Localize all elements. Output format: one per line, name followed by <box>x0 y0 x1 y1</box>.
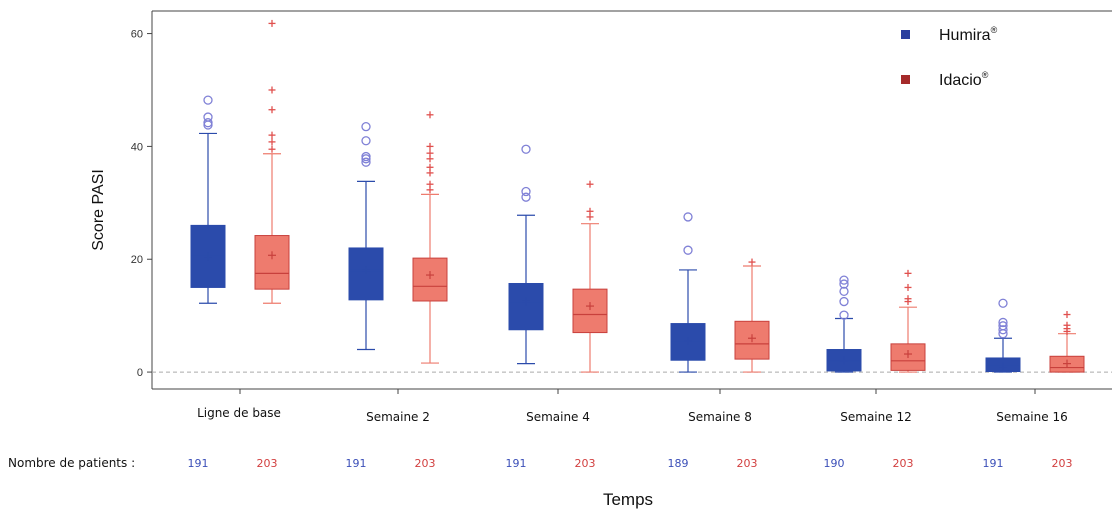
outlier-point <box>839 279 849 289</box>
outlier-point <box>203 112 213 122</box>
outlier-point <box>998 317 1008 328</box>
category-labels: Ligne de base Semaine 2 Semaine 4 Semaine 8… <box>197 406 1068 424</box>
box-idacio-4 <box>734 258 770 373</box>
outlier-point <box>839 275 849 285</box>
plot-area: 0 20 40 60 <box>131 10 1112 394</box>
outlier-point <box>361 151 371 162</box>
patient-count-idacio: 203 <box>415 457 436 470</box>
y-tick-label: 60 <box>131 29 143 41</box>
outlier-point <box>998 321 1008 331</box>
outlier-point <box>839 286 849 297</box>
outlier-point <box>998 325 1008 335</box>
box-humira-3 <box>508 144 544 365</box>
x-axis-label: Temps <box>603 490 653 509</box>
box-idacio-6 <box>1049 311 1085 373</box>
category-label: Semaine 12 <box>840 410 911 424</box>
outlier-point <box>203 118 213 128</box>
patient-count-idacio: 203 <box>257 457 278 470</box>
box-iqr <box>890 343 926 371</box>
box-idacio-5 <box>890 269 926 373</box>
box-idacio-1 <box>254 19 290 304</box>
box-idacio-2 <box>412 111 448 364</box>
outlier-point <box>521 192 531 202</box>
box-iqr <box>508 282 544 331</box>
category-label: Semaine 4 <box>526 410 590 424</box>
box-humira-4 <box>670 212 706 373</box>
outlier-point <box>998 298 1008 308</box>
y-tick-label: 0 <box>137 367 143 379</box>
x-ticks <box>239 389 1036 394</box>
box-humira-5 <box>826 275 862 373</box>
outlier-point <box>683 245 693 255</box>
patients-row-label: Nombre de patients : <box>8 456 135 470</box>
patient-counts: 191 191 191 189 190 191 203 203 203 203 203 203 <box>188 457 1073 470</box>
y-tick-label: 40 <box>131 141 143 153</box>
outlier-point <box>361 122 371 132</box>
patient-count-idacio: 203 <box>1052 457 1073 470</box>
box-iqr <box>412 257 448 302</box>
legend-swatch-humira <box>901 30 910 39</box>
patient-count-humira: 191 <box>346 457 367 470</box>
box-humira-6 <box>985 298 1021 373</box>
box-iqr <box>254 235 290 290</box>
box-iqr <box>572 288 608 334</box>
legend-label-idacio: Idacio® <box>939 70 989 89</box>
patient-count-humira: 190 <box>824 457 845 470</box>
legend-swatch-idacio <box>901 75 910 84</box>
box-series <box>190 19 1085 373</box>
outlier-point <box>521 144 531 154</box>
box-humira-1 <box>190 95 226 304</box>
patient-count-humira: 191 <box>188 457 209 470</box>
y-ticks: 0 20 40 60 <box>131 29 152 379</box>
legend: Humira® Idacio® <box>901 25 998 89</box>
outlier-point <box>521 186 531 197</box>
patient-count-idacio: 203 <box>893 457 914 470</box>
outlier-point <box>361 157 371 167</box>
box-humira-2 <box>348 122 384 351</box>
outlier-point <box>683 212 693 222</box>
category-label: Semaine 2 <box>366 410 430 424</box>
patient-count-idacio: 203 <box>737 457 758 470</box>
legend-label-humira: Humira® <box>939 25 998 44</box>
outlier-point <box>839 296 849 307</box>
outlier-point <box>203 95 213 105</box>
patient-count-humira: 191 <box>983 457 1004 470</box>
outlier-point <box>839 310 849 320</box>
y-tick-label: 20 <box>131 254 143 266</box>
patient-count-humira: 191 <box>506 457 527 470</box>
patient-count-humira: 189 <box>668 457 689 470</box>
category-label: Ligne de base <box>197 406 281 420</box>
y-axis-label: Score PASI <box>90 169 107 251</box>
outlier-point <box>361 136 371 146</box>
category-label: Semaine 16 <box>996 410 1067 424</box>
category-label: Semaine 8 <box>688 410 752 424</box>
box-idacio-3 <box>572 180 608 373</box>
patient-count-idacio: 203 <box>575 457 596 470</box>
